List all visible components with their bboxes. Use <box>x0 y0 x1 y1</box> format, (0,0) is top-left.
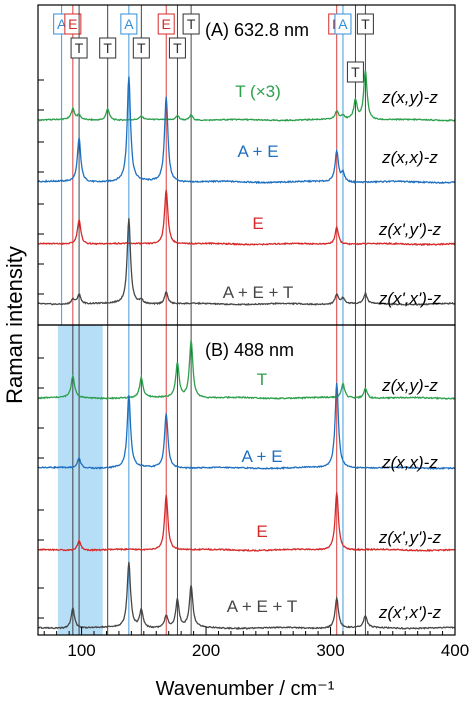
labels-layer: T (×3) z(x,y)-z A + E z(x,x)-z E z(x',y')-z A … <box>205 20 442 622</box>
x-tick-label: 300 <box>316 641 344 660</box>
mode-label: A <box>338 16 348 32</box>
panel-label: (A) 632.8 nm <box>205 20 309 40</box>
series-name-label: T (×3) <box>235 82 281 101</box>
series-name-label: A + E <box>237 142 278 161</box>
mode-box <box>356 13 374 35</box>
mode-label: T <box>103 40 112 56</box>
polarization-label: z(x',y')-z <box>378 528 442 547</box>
polarization-label: z(x,y)-z <box>381 88 438 107</box>
series-name-label: E <box>252 214 263 233</box>
mode-box <box>182 13 200 35</box>
x-tick-label: 400 <box>441 641 469 660</box>
polarization-label: z(x',y')-z <box>378 220 442 239</box>
mode-lines-layer: AETTATETTEATT <box>53 5 374 635</box>
mode-label: A <box>124 16 134 32</box>
mode-box <box>99 37 117 59</box>
mode-label: A <box>57 16 67 32</box>
mode-box <box>120 13 138 35</box>
mode-label: E <box>162 16 171 32</box>
highlight-band <box>57 325 103 635</box>
panel-label: (B) 488 nm <box>205 340 294 360</box>
mode-box <box>157 13 175 35</box>
polarization-label: z(x,x)-z <box>381 453 438 472</box>
spectrum-red <box>37 492 456 553</box>
mode-box <box>64 13 82 35</box>
polarization-label: z(x,x)-z <box>381 148 438 167</box>
spectrum-gray <box>37 218 456 306</box>
mode-box <box>334 13 352 35</box>
axes-layer: 100 200 300 400 <box>37 4 469 660</box>
spectrum-gray <box>37 561 456 631</box>
panel-frame <box>37 324 456 636</box>
mode-label: E <box>68 16 77 32</box>
mode-box <box>168 37 186 59</box>
polarization-label: z(x',x')-z <box>378 603 442 622</box>
mode-box <box>132 37 150 59</box>
spectrum-blue <box>37 382 456 471</box>
mode-label: T <box>187 16 196 32</box>
series-name-label: A + E + T <box>227 597 298 616</box>
spectrum-green <box>37 70 456 122</box>
series-name-label: E <box>256 522 267 541</box>
spectrum-blue <box>37 76 456 185</box>
mode-label: T <box>137 40 146 56</box>
mode-label: T <box>75 40 84 56</box>
x-tick-label: 200 <box>192 641 220 660</box>
highlight-band-layer <box>57 325 103 635</box>
spectrum-green <box>37 340 456 400</box>
mode-box <box>70 37 88 59</box>
mode-label: T <box>173 40 182 56</box>
spectrum-red <box>37 189 456 247</box>
polarization-label: z(x,y)-z <box>381 376 438 395</box>
series-name-label: A + E <box>241 447 282 466</box>
y-axis-label: Raman intensity <box>2 246 27 404</box>
mode-label: T <box>351 64 360 80</box>
spectra-layer <box>37 70 456 631</box>
polarization-label: z(x',x')-z <box>378 289 442 308</box>
mode-box <box>346 61 364 83</box>
mode-label: T <box>361 16 370 32</box>
series-name-label: T <box>257 370 267 389</box>
x-axis-label: Wavenumber / cm⁻¹ <box>156 678 335 700</box>
x-tick-label: 100 <box>67 641 95 660</box>
series-name-label: A + E + T <box>223 283 294 302</box>
